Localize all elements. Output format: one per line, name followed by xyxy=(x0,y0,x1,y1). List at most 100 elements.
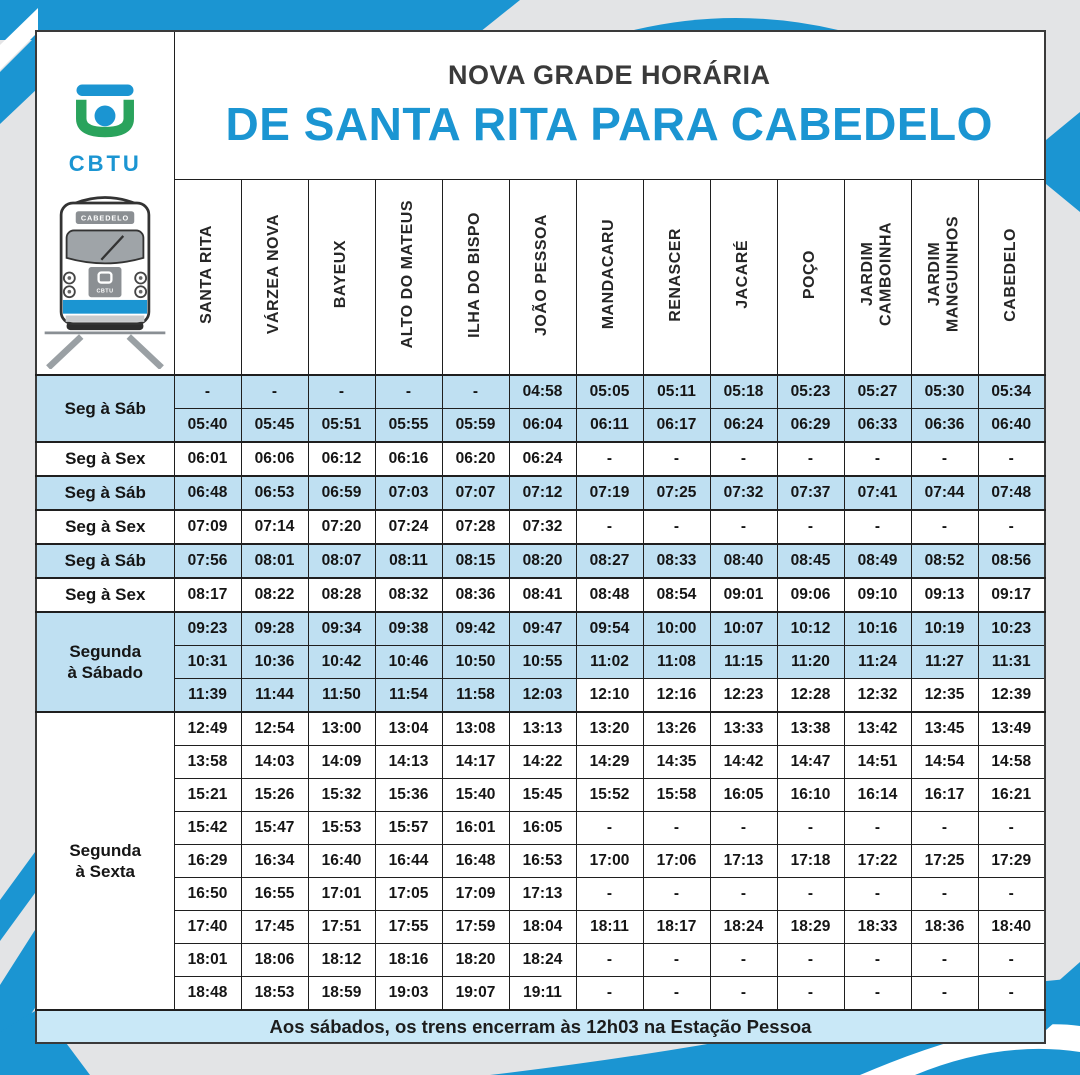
time-cell: 13:00 xyxy=(307,711,376,746)
time-cell: - xyxy=(843,943,912,977)
time-cell: 08:54 xyxy=(642,577,711,613)
time-cell: 06:06 xyxy=(240,441,309,477)
time-cell: 04:58 xyxy=(508,374,577,409)
time-cell: 16:10 xyxy=(776,778,845,812)
time-cell: - xyxy=(910,976,979,1011)
time-cell: 05:34 xyxy=(977,374,1046,409)
time-cell: 18:01 xyxy=(173,943,242,977)
time-cell: - xyxy=(977,811,1046,845)
time-cell: 14:51 xyxy=(843,745,912,779)
station-name: CABEDELO xyxy=(1002,227,1020,322)
cbtu-logo-text: CBTU xyxy=(68,151,142,176)
time-cell: 11:20 xyxy=(776,645,845,679)
station-name: JARDIM CAMBOINHA xyxy=(859,222,895,327)
time-cell: 14:03 xyxy=(240,745,309,779)
time-cell: 19:03 xyxy=(374,976,443,1011)
time-cell: 08:22 xyxy=(240,577,309,613)
time-cell: 13:38 xyxy=(776,711,845,746)
row-group-label: Seg à Sáb xyxy=(35,475,175,511)
time-cell: 18:29 xyxy=(776,910,845,944)
time-cell: 17:00 xyxy=(575,844,644,878)
time-cell: 17:13 xyxy=(508,877,577,911)
time-cell: 09:10 xyxy=(843,577,912,613)
time-cell: 11:54 xyxy=(374,678,443,713)
station-header: ALTO DO MATEUS xyxy=(374,179,443,376)
time-cell: 12:49 xyxy=(173,711,242,746)
station-header: MANDACARU xyxy=(575,179,644,376)
time-cell: 07:25 xyxy=(642,475,711,511)
station-header: BAYEUX xyxy=(307,179,376,376)
time-cell: 14:13 xyxy=(374,745,443,779)
time-cell: 08:36 xyxy=(441,577,510,613)
time-cell: 12:10 xyxy=(575,678,644,713)
time-cell: 16:50 xyxy=(173,877,242,911)
time-cell: - xyxy=(977,441,1046,477)
time-cell: - xyxy=(776,877,845,911)
time-cell: 15:21 xyxy=(173,778,242,812)
time-cell: 11:31 xyxy=(977,645,1046,679)
time-cell: 06:20 xyxy=(441,441,510,477)
time-cell: 06:53 xyxy=(240,475,309,511)
time-cell: 06:24 xyxy=(709,408,778,443)
time-cell: 08:48 xyxy=(575,577,644,613)
time-cell: 08:01 xyxy=(240,543,309,579)
time-cell: 05:59 xyxy=(441,408,510,443)
time-cell: 13:08 xyxy=(441,711,510,746)
time-cell: 10:55 xyxy=(508,645,577,679)
time-cell: 05:45 xyxy=(240,408,309,443)
time-cell: 06:40 xyxy=(977,408,1046,443)
station-name: MANDACARU xyxy=(600,219,618,330)
station-name: ILHA DO BISPO xyxy=(466,211,484,338)
time-cell: 13:58 xyxy=(173,745,242,779)
time-cell: 07:20 xyxy=(307,509,376,545)
time-cell: 13:33 xyxy=(709,711,778,746)
time-cell: 06:04 xyxy=(508,408,577,443)
time-cell: 09:42 xyxy=(441,611,510,646)
time-cell: 09:38 xyxy=(374,611,443,646)
time-cell: - xyxy=(843,441,912,477)
timetable: CBTU CABEDELO xyxy=(35,30,1046,1044)
station-header: JACARÉ xyxy=(709,179,778,376)
time-cell: 17:25 xyxy=(910,844,979,878)
brand-column: CBTU CABEDELO xyxy=(35,30,175,376)
row-group-label: Seg à Sex xyxy=(35,441,175,477)
time-cell: 11:08 xyxy=(642,645,711,679)
time-cell: - xyxy=(977,509,1046,545)
time-cell: 16:55 xyxy=(240,877,309,911)
time-cell: 07:32 xyxy=(508,509,577,545)
station-header: POÇO xyxy=(776,179,845,376)
time-cell: 07:12 xyxy=(508,475,577,511)
time-cell: 06:33 xyxy=(843,408,912,443)
time-cell: 15:52 xyxy=(575,778,644,812)
time-cell: 12:32 xyxy=(843,678,912,713)
time-cell: 06:29 xyxy=(776,408,845,443)
time-cell: - xyxy=(642,509,711,545)
station-header: ILHA DO BISPO xyxy=(441,179,510,376)
time-cell: 18:24 xyxy=(508,943,577,977)
time-cell: 16:34 xyxy=(240,844,309,878)
time-cell: 10:36 xyxy=(240,645,309,679)
station-name: ALTO DO MATEUS xyxy=(399,200,417,349)
time-cell: 05:30 xyxy=(910,374,979,409)
time-cell: 18:59 xyxy=(307,976,376,1011)
time-cell: - xyxy=(843,811,912,845)
time-cell: 09:17 xyxy=(977,577,1046,613)
time-cell: 08:07 xyxy=(307,543,376,579)
time-cell: 06:48 xyxy=(173,475,242,511)
time-cell: 17:55 xyxy=(374,910,443,944)
time-cell: 16:01 xyxy=(441,811,510,845)
time-cell: 14:42 xyxy=(709,745,778,779)
time-cell: - xyxy=(709,509,778,545)
time-cell: - xyxy=(642,976,711,1011)
time-cell: 18:20 xyxy=(441,943,510,977)
time-cell: 15:42 xyxy=(173,811,242,845)
time-cell: 13:26 xyxy=(642,711,711,746)
time-cell: 16:05 xyxy=(508,811,577,845)
time-cell: 09:28 xyxy=(240,611,309,646)
time-cell: - xyxy=(776,811,845,845)
row-group-label: Seg à Sáb xyxy=(35,374,175,443)
time-cell: 18:12 xyxy=(307,943,376,977)
time-cell: 12:39 xyxy=(977,678,1046,713)
time-cell: 07:41 xyxy=(843,475,912,511)
time-cell: 17:18 xyxy=(776,844,845,878)
